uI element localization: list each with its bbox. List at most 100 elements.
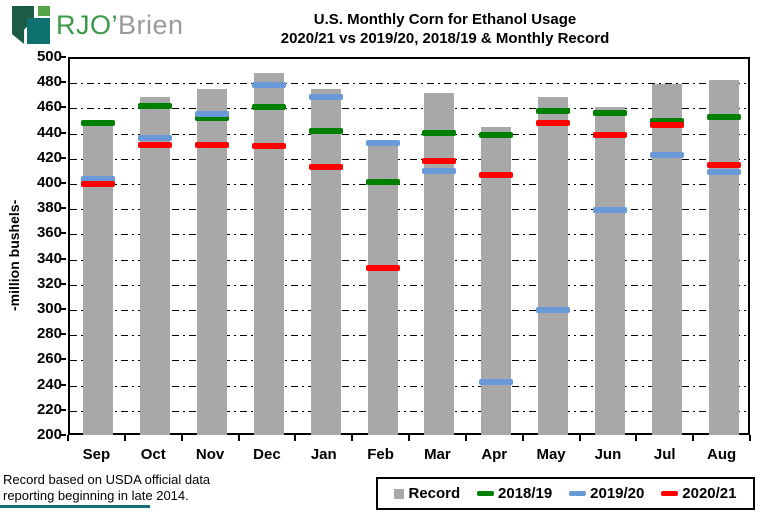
footnote-line2: reporting beginning in late 2014. <box>3 488 189 503</box>
x-tick-mark-4 <box>294 435 297 441</box>
dash-2018-19-oct <box>138 102 173 109</box>
dash-2019-20-dec <box>251 82 286 89</box>
y-tick-mark-360 <box>60 232 66 235</box>
gridline-320 <box>70 284 748 286</box>
gridline-400 <box>70 184 748 185</box>
legend-marker-record <box>394 488 405 499</box>
x-tick-mark-12 <box>749 435 751 441</box>
x-tick-mark-9 <box>578 435 581 441</box>
dash-2020-21-sep <box>81 180 116 187</box>
x-tick-label-may: May <box>536 446 566 463</box>
logo-teal-square <box>27 18 50 44</box>
dash-2020-21-nov <box>195 141 230 148</box>
x-tick-mark-7 <box>464 435 467 441</box>
dash-2018-19-feb <box>365 179 400 186</box>
bar-record-jan <box>310 89 341 435</box>
y-tick-mark-500 <box>60 56 66 58</box>
gridline-220 <box>70 410 748 412</box>
footnote-teal-rule <box>0 505 150 508</box>
y-tick-mark-240 <box>60 383 66 386</box>
x-tick-label-oct: Oct <box>140 446 166 463</box>
gridline-460 <box>70 108 748 110</box>
legend-label: 2018/19 <box>498 485 553 502</box>
bar-record-feb <box>367 142 398 435</box>
dash-2020-21-feb <box>365 265 400 272</box>
y-tick-mark-280 <box>60 333 66 336</box>
y-tick-mark-260 <box>60 358 66 361</box>
legend-marker-2019-20 <box>569 491 587 496</box>
y-tick-mark-420 <box>60 156 66 159</box>
gridline-340 <box>70 259 748 261</box>
y-tick-mark-400 <box>60 182 66 184</box>
chart-title: U.S. Monthly Corn for Ethanol Usage 2020… <box>130 10 760 48</box>
legend-item-2019-20: 2019/20 <box>569 485 644 502</box>
dash-2018-19-mar <box>422 130 457 137</box>
dash-2018-19-jun <box>592 110 627 117</box>
dash-2019-20-feb <box>365 140 400 147</box>
dash-2020-21-oct <box>138 141 173 148</box>
x-tick-mark-1 <box>123 435 126 441</box>
y-tick-label-460: 460 <box>36 98 62 116</box>
x-tick-label-sep: Sep <box>82 446 111 463</box>
x-tick-label-nov: Nov <box>195 446 225 463</box>
y-tick-mark-200 <box>60 434 66 436</box>
y-tick-mark-220 <box>60 408 66 411</box>
y-tick-label-340: 340 <box>36 249 62 267</box>
legend-item-2018-19: 2018/19 <box>477 485 552 502</box>
dash-2018-19-apr <box>479 131 514 138</box>
y-tick-mark-300 <box>60 308 66 310</box>
dash-2020-21-may <box>536 120 571 127</box>
logo-text-brien: Brien <box>118 9 184 40</box>
dash-2020-21-dec <box>251 142 286 149</box>
y-tick-mark-340 <box>60 257 66 260</box>
bar-record-oct <box>140 96 171 435</box>
legend-item-2020-21: 2020/21 <box>661 485 737 502</box>
rjo-brien-logo-icon <box>12 6 50 44</box>
dash-2019-20-nov <box>195 111 230 118</box>
chart-title-line2: 2020/21 vs 2019/20, 2018/19 & Monthly Re… <box>280 30 610 47</box>
gridline-380 <box>70 209 748 211</box>
logo-text-rjo: RJO’ <box>56 9 118 40</box>
x-tick-mark-2 <box>180 435 183 441</box>
x-tick-mark-6 <box>408 435 410 441</box>
x-tick-mark-5 <box>351 435 354 441</box>
y-tick-label-220: 220 <box>36 400 62 418</box>
dash-2020-21-aug <box>706 161 741 168</box>
y-tick-label-240: 240 <box>36 375 62 393</box>
legend-marker-2018-19 <box>477 491 495 496</box>
y-tick-label-420: 420 <box>36 148 62 166</box>
gridline-420 <box>70 158 748 160</box>
rjo-brien-logo: RJO’Brien <box>12 6 184 44</box>
y-tick-label-320: 320 <box>36 274 62 292</box>
bar-record-jul <box>651 84 682 435</box>
x-tick-mark-11 <box>692 435 695 441</box>
y-tick-mark-460 <box>60 106 66 109</box>
x-tick-label-jun: Jun <box>594 446 622 463</box>
bar-record-may <box>538 96 569 435</box>
dash-2018-19-may <box>536 107 571 114</box>
dash-2020-21-jun <box>592 131 627 138</box>
y-tick-label-480: 480 <box>36 73 62 91</box>
chart-title-line1: U.S. Monthly Corn for Ethanol Usage <box>313 11 577 28</box>
x-tick-label-jul: Jul <box>653 446 676 463</box>
bar-record-dec <box>253 72 284 435</box>
y-tick-label-300: 300 <box>36 300 62 317</box>
y-tick-label-400: 400 <box>36 174 62 191</box>
gridline-260 <box>70 360 748 362</box>
legend-label: 2019/20 <box>590 485 645 502</box>
dash-2020-21-jul <box>649 121 684 128</box>
footnote: Record based on USDA official data repor… <box>3 472 210 504</box>
dash-2020-21-mar <box>422 158 457 165</box>
gridline-360 <box>70 234 748 236</box>
y-tick-label-500: 500 <box>36 48 62 65</box>
x-tick-label-jan: Jan <box>310 446 337 463</box>
logo-green-square <box>38 6 50 16</box>
dash-2019-20-jan <box>308 93 343 100</box>
dash-2019-20-mar <box>422 168 457 175</box>
legend: Record 2018/19 2019/20 2020/21 <box>376 477 755 510</box>
y-tick-mark-320 <box>60 282 66 285</box>
dash-2020-21-jan <box>308 164 343 171</box>
dash-2019-20-sep <box>81 175 116 182</box>
y-tick-label-360: 360 <box>36 224 62 242</box>
